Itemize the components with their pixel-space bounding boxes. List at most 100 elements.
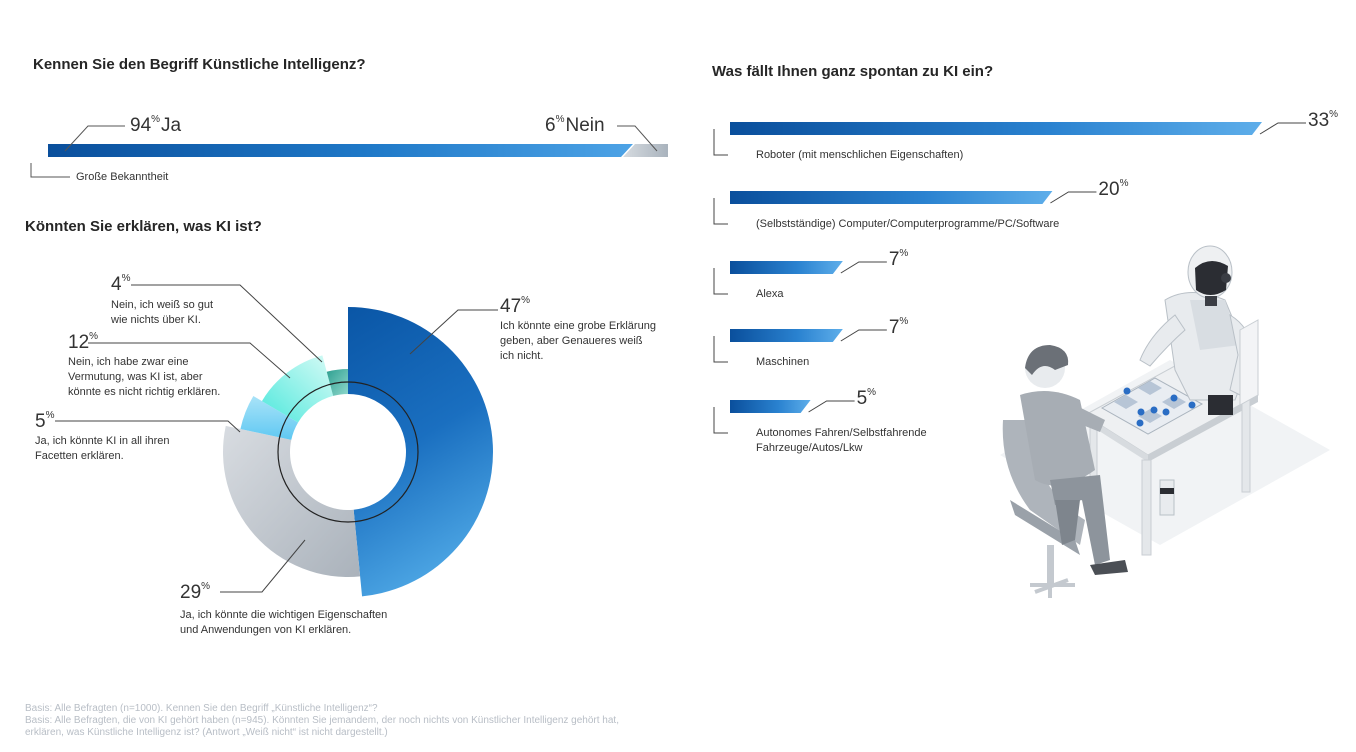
footnote-line-1: Basis: Alle Befragten (n=1000). Kennen S… — [25, 703, 378, 714]
bracket-bar-maschinen — [713, 336, 728, 363]
value-slice-wichtige-eigenschaften-pct: % — [201, 581, 211, 592]
label-slice-grobe-erklaerung: Ich könnte eine grobe Erklärung geben, ab… — [500, 319, 656, 364]
text-ja: Ja — [161, 115, 182, 136]
leader-bar-maschinen — [840, 329, 887, 342]
awareness-note: Große Bekanntheit — [76, 171, 169, 183]
robot-playing-chess-illustration — [1000, 245, 1330, 598]
leader-nein — [617, 125, 658, 152]
value-bar-maschinen: 7% — [888, 316, 909, 339]
label-slice-alle-facetten: Ja, ich könnte KI in all ihren Facetten e… — [35, 434, 170, 464]
note-bracket — [30, 163, 70, 178]
value-slice-wichtige-eigenschaften-number: 29 — [180, 582, 202, 603]
leader-slice-alle-facetten — [55, 420, 241, 433]
value-bar-autonomes-fahren-selbstfahrend: 5% — [856, 387, 877, 410]
value-bar-alexa: 7% — [888, 248, 909, 271]
bracket-bar-selbstständige-computer-comput — [713, 198, 728, 225]
value-bar-autonomes-fahren-selbstfahrend-pct: % — [867, 387, 877, 398]
slice-wichtige-eigenschaften — [223, 425, 361, 577]
explain-title: Könnten Sie erklären, was KI ist? — [25, 218, 262, 235]
label-line: Vermutung, was KI ist, aber — [68, 371, 203, 383]
value-slice-wichtige-eigenschaften: 29% — [180, 581, 211, 604]
leader-bar-selbstständige-computer-comput — [1050, 191, 1097, 204]
bar-ja — [48, 144, 633, 157]
value-bar-selbstständige-computer-comput-pct: % — [1119, 178, 1129, 189]
label-line: Ja, ich könnte die wichtigen Eigenschaft… — [180, 609, 388, 621]
value-slice-vermutung-number: 12 — [68, 332, 90, 353]
value-bar-selbstständige-computer-comput: 20% — [1098, 178, 1129, 201]
bar-autonomes-fahren-selbstfahrend — [730, 400, 811, 413]
leader-slice-wichtige-eigenschaften — [220, 539, 306, 593]
label-line: und Anwendungen von KI erklären. — [180, 624, 352, 636]
donut-leaders — [55, 284, 498, 593]
bar-maschinen — [730, 329, 843, 342]
slice-grobe-erklaerung — [348, 307, 494, 597]
value-slice-grobe-erklaerung-number: 47 — [500, 296, 522, 317]
value-bar-autonomes-fahren-selbstfahrend-number: 5 — [856, 388, 868, 409]
value-slice-alle-facetten: 5% — [35, 410, 55, 433]
label-line: Ich könnte eine grobe Erklärung — [500, 320, 656, 332]
bar-roboter-mit-menschlichen-eigen — [730, 122, 1262, 135]
donut-inner-ring — [277, 381, 419, 523]
value-slice-nichts-number: 4 — [111, 274, 122, 295]
value-slice-vermutung: 12% — [68, 331, 99, 354]
awareness-title: Kennen Sie den Begriff Künstliche Intell… — [33, 56, 366, 73]
label-line: geben, aber Genaueres weiß — [500, 335, 643, 347]
label-slice-wichtige-eigenschaften: Ja, ich könnte die wichtigen Eigenschaft… — [180, 608, 387, 638]
bar-nein — [623, 144, 668, 157]
leader-bar-autonomes-fahren-selbstfahrend — [808, 400, 855, 413]
category-line: (Selbstständige) Computer/Computerprogra… — [756, 218, 1060, 230]
slice-alle-facetten — [240, 395, 299, 440]
value-slice-alle-facetten-pct: % — [45, 410, 55, 421]
value-bar-roboter-mit-menschlichen-eigen-number: 33 — [1308, 110, 1330, 131]
associations-bar-chart — [713, 122, 1306, 434]
value-slice-vermutung-pct: % — [89, 331, 99, 342]
value-slice-nichts-pct: % — [121, 273, 131, 284]
bracket-bar-alexa — [713, 268, 728, 295]
label-line: Nein, ich habe zwar eine — [68, 356, 189, 368]
category-bar-maschinen: Maschinen — [756, 355, 809, 370]
value-ja: 94 — [130, 115, 152, 136]
label-ja: 94%Ja — [130, 114, 182, 137]
text-nein: Nein — [565, 115, 605, 136]
value-bar-selbstständige-computer-comput-number: 20 — [1098, 179, 1120, 200]
value-slice-nichts: 4% — [111, 273, 131, 296]
bracket-bar-roboter-mit-menschlichen-eigen — [713, 129, 728, 156]
value-slice-grobe-erklaerung: 47% — [500, 295, 531, 318]
value-nein: 6 — [545, 115, 556, 136]
value-bar-roboter-mit-menschlichen-eigen: 33% — [1308, 109, 1339, 132]
value-bar-alexa-pct: % — [899, 248, 909, 259]
leader-slice-vermutung — [88, 342, 291, 379]
value-bar-roboter-mit-menschlichen-eigen-pct: % — [1329, 109, 1339, 120]
pct-ja: % — [151, 114, 161, 125]
category-bar-selbstständige-computer-comput: (Selbstständige) Computer/Computerprogra… — [756, 217, 1059, 232]
category-line: Autonomes Fahren/Selbstfahrende — [756, 427, 927, 439]
value-slice-grobe-erklaerung-pct: % — [521, 295, 531, 306]
label-line: ich nicht. — [500, 350, 544, 362]
donut-chart — [223, 307, 494, 597]
value-bar-maschinen-number: 7 — [888, 317, 900, 338]
category-line: Roboter (mit menschlichen Eigenschaften) — [756, 149, 964, 161]
associations-title: Was fällt Ihnen ganz spontan zu KI ein? — [712, 63, 994, 80]
category-line: Maschinen — [756, 356, 810, 368]
category-bar-alexa: Alexa — [756, 287, 784, 302]
label-line: könnte es nicht richtig erklären. — [68, 386, 221, 398]
category-bar-autonomes-fahren-selbstfahrend: Autonomes Fahren/Selbstfahrende Fahrzeuge… — [756, 426, 927, 456]
value-slice-alle-facetten-number: 5 — [35, 411, 46, 432]
category-line: Alexa — [756, 288, 784, 300]
label-line: Ja, ich könnte KI in all ihren — [35, 435, 170, 447]
footnote-line-2: Basis: Alle Befragten, die von KI gehört… — [25, 715, 619, 726]
label-nein: 6%Nein — [545, 114, 605, 137]
leader-bar-roboter-mit-menschlichen-eigen — [1259, 122, 1306, 135]
category-bar-roboter-mit-menschlichen-eigen: Roboter (mit menschlichen Eigenschaften) — [756, 148, 963, 163]
pct-nein: % — [555, 114, 565, 125]
label-line: Nein, ich weiß so gut — [111, 299, 214, 311]
footnote-line-3: erklären, was Künstliche Intelligenz ist… — [25, 727, 388, 738]
category-line: Fahrzeuge/Autos/Lkw — [756, 442, 863, 454]
label-line: Facetten erklären. — [35, 450, 124, 462]
value-bar-alexa-number: 7 — [888, 249, 900, 270]
value-bar-maschinen-pct: % — [899, 316, 909, 327]
leader-slice-grobe-erklaerung — [409, 309, 498, 355]
leader-ja — [64, 125, 125, 152]
label-slice-nichts: Nein, ich weiß so gut wie nichts über KI. — [111, 298, 213, 328]
